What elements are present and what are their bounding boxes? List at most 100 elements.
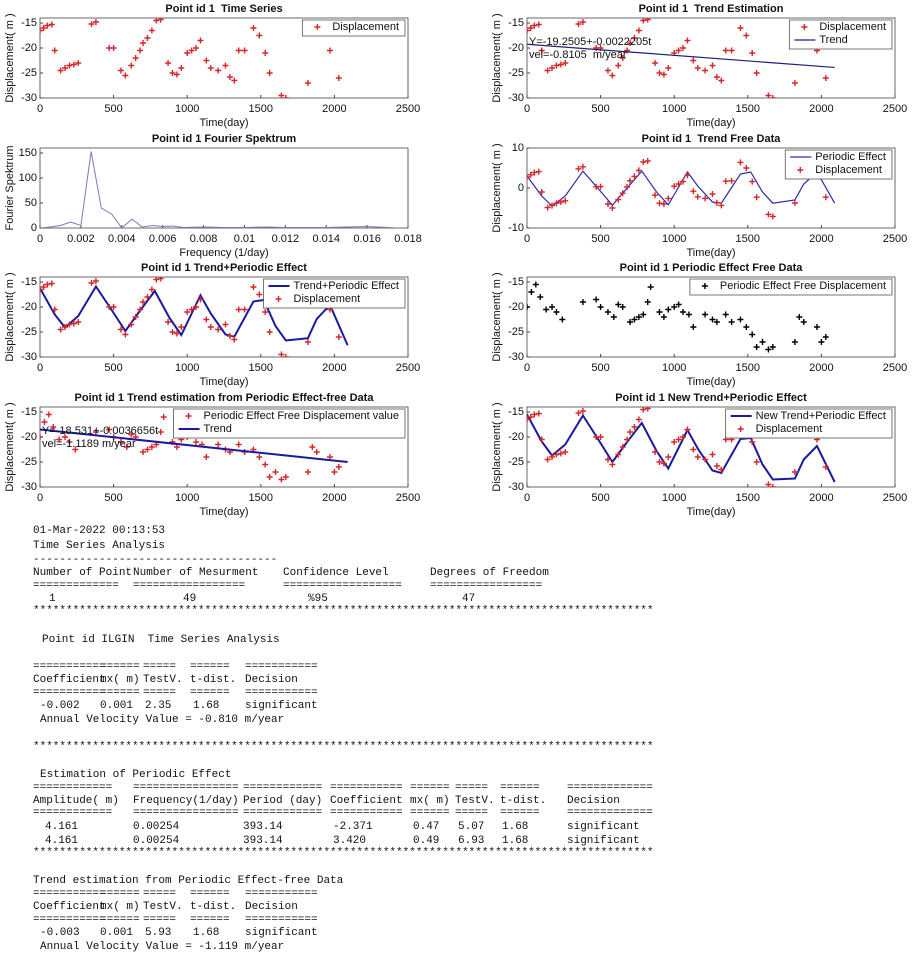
legend-box [263,278,406,309]
data-point [72,446,79,453]
plot-content [40,18,342,98]
x-tick-label: 1000 [175,362,199,374]
x-tick-label: 0.002 [67,233,95,245]
table-cell: 6.93 [458,835,484,847]
data-point [527,416,530,423]
table-rule: ================== [283,580,402,592]
data-point [713,319,720,325]
y-tick-label: -30 [508,481,524,493]
data-point [728,47,735,54]
data-point [62,434,69,440]
data-point [822,464,829,470]
data-point [728,319,735,325]
data-point [675,47,682,54]
data-point [169,329,176,335]
series-line [527,43,835,69]
column-header: t-dist. [190,901,236,913]
x-tick-label: 2500 [883,362,907,374]
data-point [331,469,338,475]
legend: Displacement [301,19,406,37]
y-tick-label: -30 [508,351,524,363]
table-cell: 0.00254 [133,835,180,847]
y-axis-label: Displacement( m ) [4,402,16,491]
legend-symbol [275,296,282,302]
data-point [713,199,720,206]
data-point [203,57,210,64]
x-axis-label: Frequency (1/day) [179,247,268,259]
data-point [165,319,172,325]
table-cell: 0.001 [100,927,133,939]
data-point [173,330,180,337]
data-point [92,429,99,435]
legend: Periodic Effect Free Displacement [689,278,893,296]
table-rule: ====== [100,661,140,673]
x-axis-label: Time(day) [199,376,248,388]
data-point [579,163,586,170]
data-point [765,92,772,98]
data-point [282,95,289,98]
legend-label: Displacement [756,423,823,435]
legend-box [788,19,893,50]
data-point [40,434,43,440]
y-tick-label: -15 [21,276,37,288]
data-point [627,177,634,184]
data-point [169,70,176,76]
data-point [132,314,139,320]
data-point [791,339,798,345]
data-point [690,188,697,195]
data-point [615,301,622,308]
y-tick-label: -30 [508,92,524,104]
column-header: mx( m) [100,674,140,686]
data-point [193,45,200,51]
star-rule: ****************************************… [33,741,654,753]
data-point [532,281,539,288]
legend: Periodic Effect Free Displacement valueT… [173,408,406,439]
legend-label: Trend [204,423,232,435]
x-tick-label: 2000 [809,492,833,504]
y-tick-label: -10 [508,222,524,234]
legend-label: Displacement [294,293,361,305]
column-header: t-dist. [190,674,236,686]
data-point [796,314,803,320]
legend-box [784,149,893,180]
data-point [652,449,659,455]
chart-title: Point id 1 Trend Estimation [639,3,784,15]
data-point [215,441,222,448]
table-rule: ============ [243,782,322,794]
table-rule: =========== [330,807,403,819]
data-point [813,324,820,330]
data-point [557,450,564,457]
data-point [749,50,756,56]
table-cell: 1.68 [502,821,528,833]
x-tick-label: 500 [591,103,609,115]
data-point [128,321,135,328]
data-point [644,407,651,412]
data-point [728,177,735,184]
y-axis-label: Fourier Spektrum [4,146,16,231]
annotation: Y=-19.2505+-0.0022205t [529,36,651,48]
column-header: mx( m) [410,795,450,807]
column-header: TestV. [455,795,495,807]
data-point [549,454,556,460]
legend-label: Trend [819,34,847,46]
column-header: Number of Mesurment [133,567,258,579]
data-point [579,408,586,414]
data-point [702,311,709,318]
data-point [671,439,678,445]
data-point [684,172,691,179]
table-cell: 0.001 [100,700,133,712]
data-point [313,449,320,455]
data-point [535,410,542,417]
data-point [538,47,545,54]
x-tick-label: 2500 [396,103,420,115]
table-cell: 4.161 [45,835,78,847]
legend-box [173,408,406,439]
data-point [557,199,564,205]
data-point [640,159,647,165]
table-cell: 0.47 [413,821,439,833]
y-tick-label: -25 [508,67,524,79]
data-point [597,434,604,440]
table-cell: 47 [462,593,475,605]
